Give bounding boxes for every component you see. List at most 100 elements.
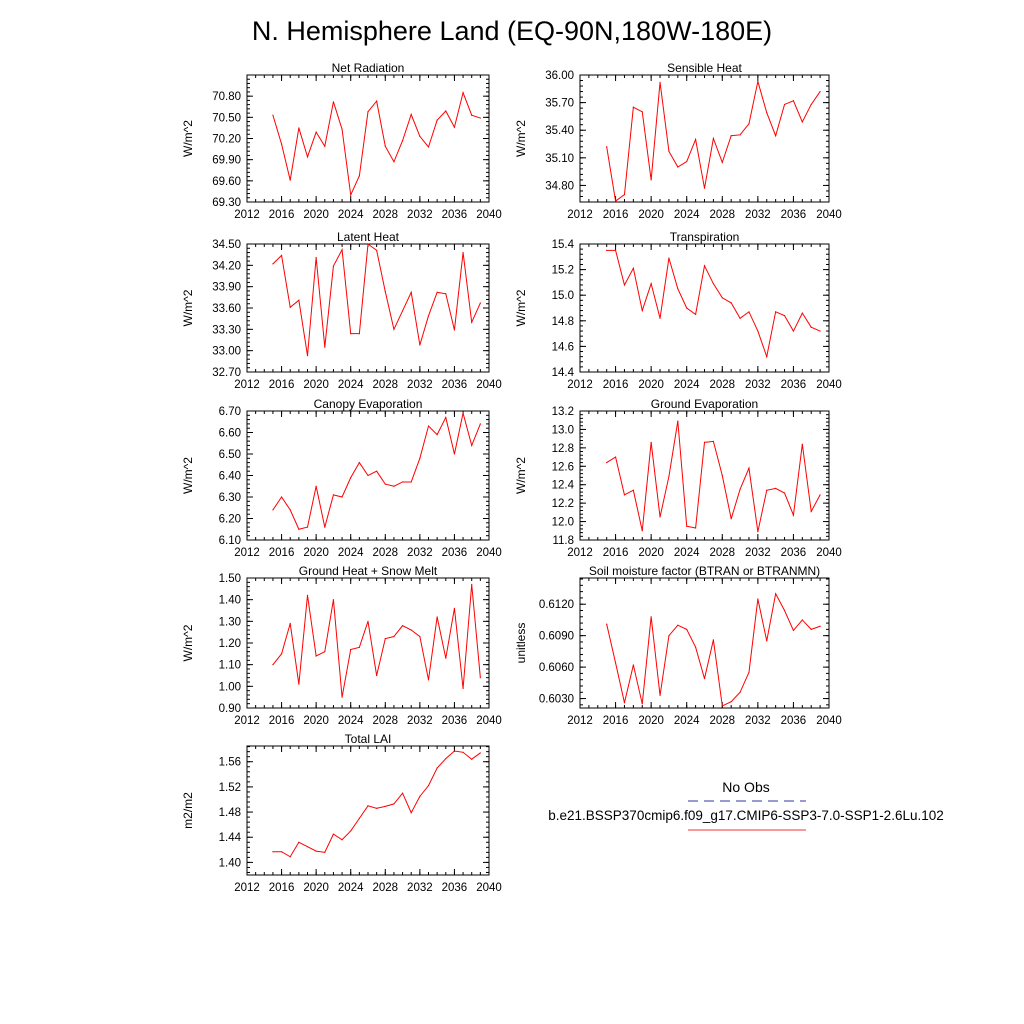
data-point [748, 467, 750, 469]
data-point [623, 194, 626, 196]
x-tick-label: 2012 [567, 715, 593, 727]
y-tick-label: 14.6 [552, 341, 574, 353]
data-point [606, 462, 608, 464]
y-tick-label: 0.6090 [539, 631, 574, 643]
data-point [659, 516, 661, 518]
data-point [289, 179, 291, 181]
x-tick-label: 2040 [816, 209, 842, 221]
data-point [272, 114, 274, 116]
data-point [721, 474, 723, 477]
x-tick-label: 2012 [234, 715, 260, 727]
x-tick-label: 2020 [303, 882, 329, 894]
y-tick-label: 14.8 [552, 316, 574, 328]
data-point [748, 311, 750, 313]
y-tick-label: 36.00 [545, 70, 574, 82]
x-tick-label: 2024 [338, 715, 364, 727]
data-point [801, 443, 803, 445]
y-tick-label: 33.30 [212, 324, 241, 336]
data-point [445, 657, 447, 659]
data-point [792, 100, 795, 102]
data-point [739, 317, 741, 319]
data-point [289, 856, 291, 858]
x-tick-label: 2036 [442, 209, 468, 221]
y-tick-label: 6.30 [219, 492, 241, 504]
data-point [436, 291, 438, 293]
y-tick-label: 1.50 [219, 573, 241, 585]
panel-title: Soil moisture factor (BTRAN or BTRANMN) [589, 564, 820, 578]
data-point [315, 256, 317, 259]
data-point [810, 326, 812, 328]
panel-7: Ground Heat + Snow Melt 2012 2016 2020 2024 2… [181, 564, 502, 727]
data-point [721, 297, 723, 299]
data-point [757, 330, 759, 332]
data-point [298, 127, 300, 129]
data-point [410, 291, 412, 293]
legend-case-label: b.e21.BSSP370cmip6.f09_g17.CMIP6-SSP3-7.… [548, 808, 944, 823]
panel-title: Ground Evaporation [651, 397, 758, 411]
data-point [632, 267, 634, 269]
data-point [810, 628, 812, 630]
data-point [641, 530, 643, 532]
data-point [393, 635, 395, 638]
data-point [393, 485, 395, 487]
data-point [332, 833, 335, 835]
panel-6: Ground Evaporation 2012 2016 2020 2024 2028 20… [514, 397, 842, 559]
data-point [792, 629, 795, 632]
y-tick-label: 12.8 [552, 443, 574, 455]
y-tick-label: 0.6120 [539, 599, 574, 611]
data-point [730, 302, 732, 304]
data-point [453, 607, 456, 609]
y-axis-label: W/m^2 [181, 624, 195, 661]
data-point [280, 851, 283, 853]
y-tick-label: 35.70 [545, 98, 574, 110]
data-point [801, 619, 803, 621]
data-point [453, 329, 456, 331]
data-point [783, 315, 786, 317]
x-tick-label: 2032 [407, 209, 433, 221]
x-tick-label: 2016 [603, 547, 629, 559]
data-point [712, 283, 714, 285]
data-point [659, 317, 661, 319]
data-point [766, 640, 768, 642]
x-tick-label: 2012 [567, 209, 593, 221]
data-point [632, 106, 634, 108]
data-point [819, 90, 821, 93]
data-point [721, 161, 723, 164]
data-point [632, 664, 634, 666]
data-point [445, 416, 447, 419]
x-tick-label: 2016 [603, 715, 629, 727]
data-point [712, 137, 714, 140]
x-tick-label: 2012 [567, 379, 593, 391]
x-tick-label: 2024 [674, 209, 700, 221]
data-point [384, 483, 386, 485]
y-tick-label: 70.80 [212, 91, 241, 103]
data-point [341, 128, 343, 130]
data-point [332, 494, 335, 496]
data-point [367, 805, 369, 807]
x-tick-label: 2036 [442, 547, 468, 559]
data-point [668, 150, 670, 152]
y-axis-label: W/m^2 [181, 289, 195, 326]
data-point [315, 131, 317, 133]
x-tick-label: 2028 [709, 547, 735, 559]
data-point [721, 705, 723, 707]
data-point [677, 624, 679, 626]
y-tick-label: 69.60 [212, 176, 241, 188]
panel-4: Transpiration 2012 2016 2020 2024 2028 2032 203… [514, 230, 842, 391]
data-point [659, 81, 661, 83]
x-tick-label: 2032 [745, 715, 771, 727]
data-point [436, 616, 438, 618]
data-point [614, 200, 617, 202]
data-point [384, 638, 386, 640]
x-tick-label: 2012 [234, 882, 260, 894]
data-point [766, 356, 768, 358]
data-point [801, 121, 803, 123]
data-point [358, 462, 360, 464]
data-point [401, 310, 404, 312]
x-tick-label: 2020 [638, 547, 664, 559]
data-point [393, 803, 395, 805]
data-point [668, 475, 670, 478]
data-point [332, 599, 335, 601]
x-tick-label: 2024 [338, 379, 364, 391]
data-point [739, 488, 741, 490]
